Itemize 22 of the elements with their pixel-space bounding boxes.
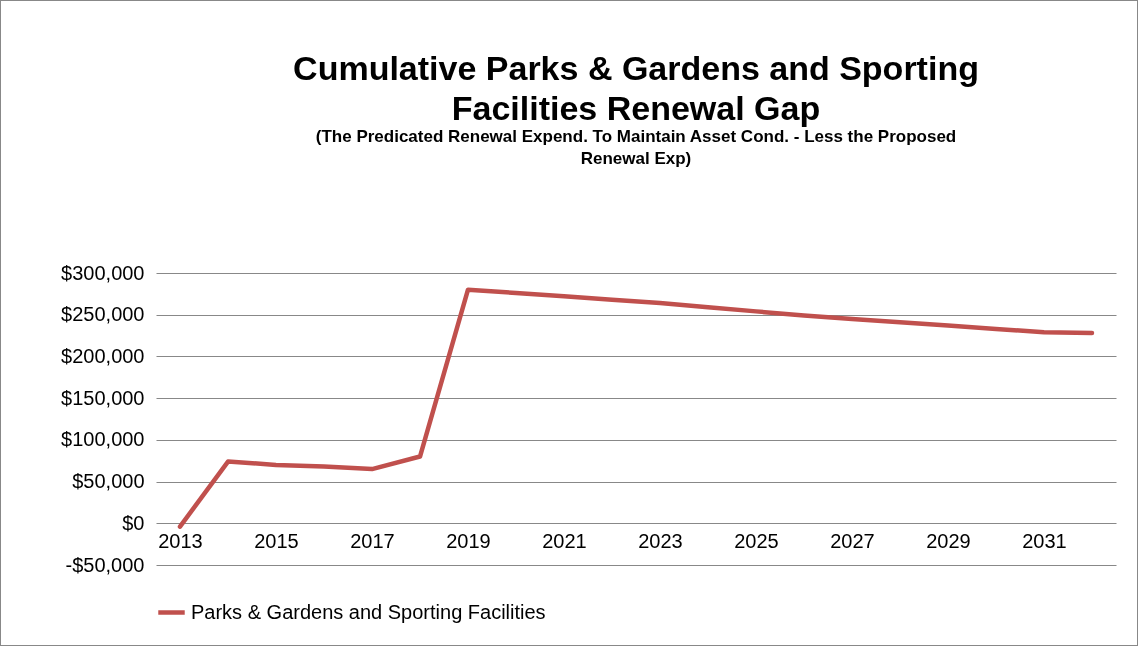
x-tick-label: 2023	[638, 529, 683, 552]
legend-label: Parks & Gardens and Sporting Facilities	[191, 600, 546, 623]
x-tick-label: 2031	[1022, 529, 1067, 552]
x-tick-label: 2025	[734, 529, 779, 552]
chart-title: Cumulative Parks & Gardens and Sporting Facilities Renewal Gap	[293, 49, 979, 127]
y-tick-label: $50,000	[72, 470, 145, 493]
chart-subtitle: (The Predicated Renewal Expend. To Maintain Asset Cond. - Less the Proposed Renewal Exp)	[315, 127, 957, 168]
x-tick-label: 2015	[254, 529, 299, 552]
y-tick-label: $100,000	[61, 428, 145, 451]
y-tick-label: $200,000	[61, 344, 145, 367]
x-tick-label: 2013	[158, 529, 203, 552]
y-tick-label: $0	[122, 511, 145, 534]
y-tick-label: -$50,000	[65, 553, 145, 576]
x-tick-label: 2021	[542, 529, 587, 552]
line-series	[177, 287, 1095, 529]
y-tick-label: $150,000	[61, 386, 145, 409]
y-tick-label: $300,000	[61, 261, 145, 284]
y-tick-label: $250,000	[61, 303, 145, 326]
x-tick-label: 2017	[350, 529, 395, 552]
x-tick-label: 2027	[830, 529, 875, 552]
x-tick-label: 2019	[446, 529, 491, 552]
x-tick-label: 2029	[926, 529, 971, 552]
